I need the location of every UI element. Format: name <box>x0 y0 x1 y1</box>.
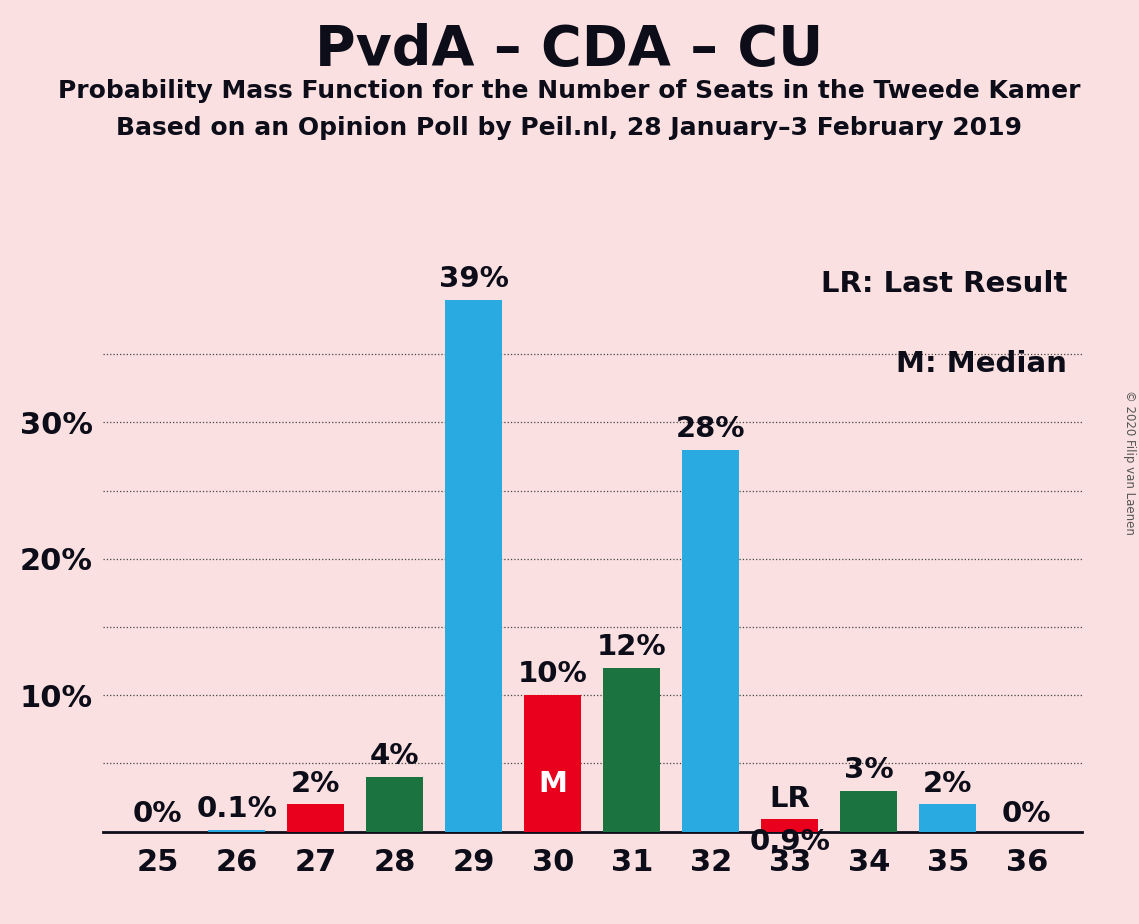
Text: Probability Mass Function for the Number of Seats in the Tweede Kamer: Probability Mass Function for the Number… <box>58 79 1081 103</box>
Bar <box>841 791 898 832</box>
Text: PvdA – CDA – CU: PvdA – CDA – CU <box>316 23 823 77</box>
Text: 12%: 12% <box>597 633 666 661</box>
Text: © 2020 Filip van Laenen: © 2020 Filip van Laenen <box>1123 390 1137 534</box>
Bar <box>682 450 739 832</box>
Text: 0%: 0% <box>1002 799 1051 828</box>
Text: 3%: 3% <box>844 756 894 784</box>
Text: LR: LR <box>769 784 810 812</box>
Bar <box>524 695 581 832</box>
Bar <box>367 777 424 832</box>
Text: 2%: 2% <box>923 770 973 797</box>
Text: LR: Last Result: LR: Last Result <box>821 270 1067 298</box>
Text: M: Median: M: Median <box>896 350 1067 379</box>
Bar <box>604 668 661 832</box>
Text: 4%: 4% <box>370 742 419 771</box>
Bar <box>919 804 976 832</box>
Text: M: M <box>539 770 567 797</box>
Text: Based on an Opinion Poll by Peil.nl, 28 January–3 February 2019: Based on an Opinion Poll by Peil.nl, 28 … <box>116 116 1023 140</box>
Text: 0%: 0% <box>133 799 182 828</box>
Bar <box>208 831 265 832</box>
Bar <box>761 820 818 832</box>
Bar <box>287 804 344 832</box>
Text: 0.1%: 0.1% <box>196 796 277 823</box>
Text: 10%: 10% <box>518 661 588 688</box>
Text: 0.9%: 0.9% <box>749 828 830 857</box>
Text: 28%: 28% <box>677 415 746 443</box>
Text: 2%: 2% <box>292 770 341 797</box>
Text: 39%: 39% <box>439 265 509 293</box>
Bar <box>445 299 502 832</box>
